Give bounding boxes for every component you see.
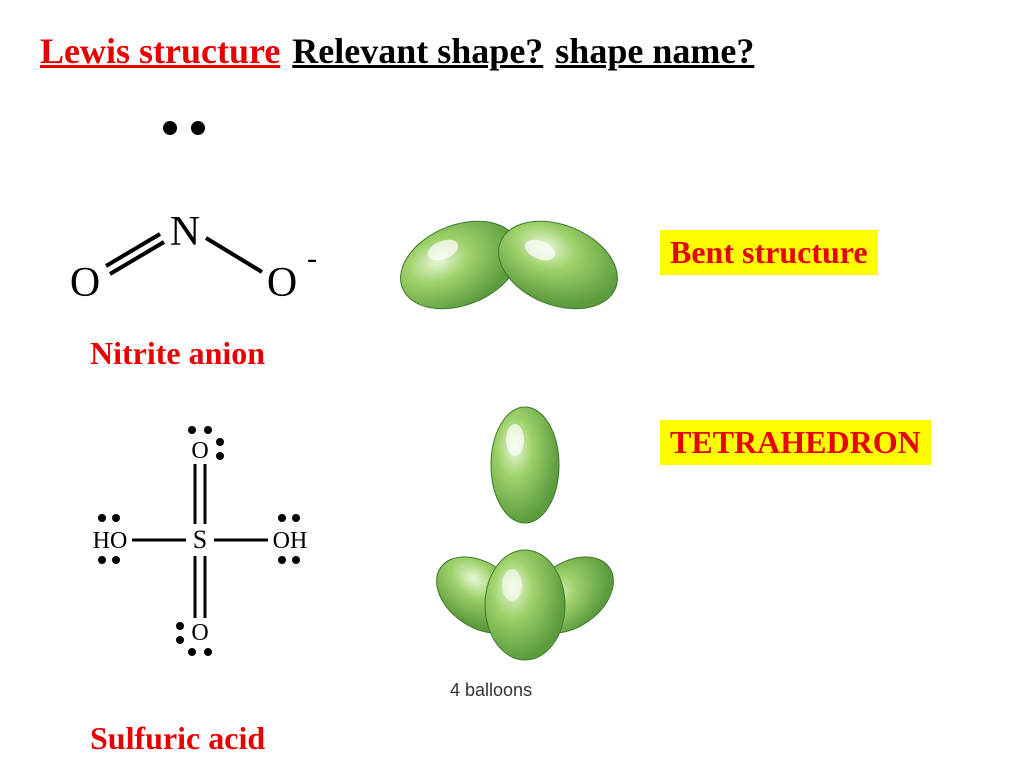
- col-lewis: Lewis structure: [40, 30, 280, 72]
- atom-O-right: O: [267, 260, 297, 306]
- atom-O-bottom: O: [191, 620, 208, 646]
- nitrite-lewis: N O O -: [30, 110, 330, 320]
- sulfuric-label: Sulfuric acid: [90, 720, 265, 757]
- atom-N: N: [170, 209, 200, 255]
- atom-OH-right: OH: [273, 528, 308, 554]
- tetra-balloon-model: [410, 390, 640, 670]
- col-name: shape name?: [555, 30, 754, 72]
- nitrite-label: Nitrite anion: [90, 335, 265, 372]
- atom-O-top: O: [191, 438, 208, 464]
- balloons-caption: 4 balloons: [450, 680, 532, 701]
- bent-balloon-model: [380, 195, 640, 335]
- atom-OH-left: HO: [93, 528, 128, 554]
- header-row: Lewis structure Relevant shape? shape na…: [40, 30, 1004, 72]
- charge-minus: -: [307, 242, 317, 275]
- col-shape: Relevant shape?: [292, 30, 543, 72]
- atom-S: S: [193, 525, 207, 554]
- bent-answer: Bent structure: [660, 230, 878, 275]
- tetra-answer: TETRAHEDRON: [660, 420, 931, 465]
- sulfuric-lewis: S O O HO OH: [60, 390, 340, 680]
- atom-O-left: O: [70, 260, 100, 306]
